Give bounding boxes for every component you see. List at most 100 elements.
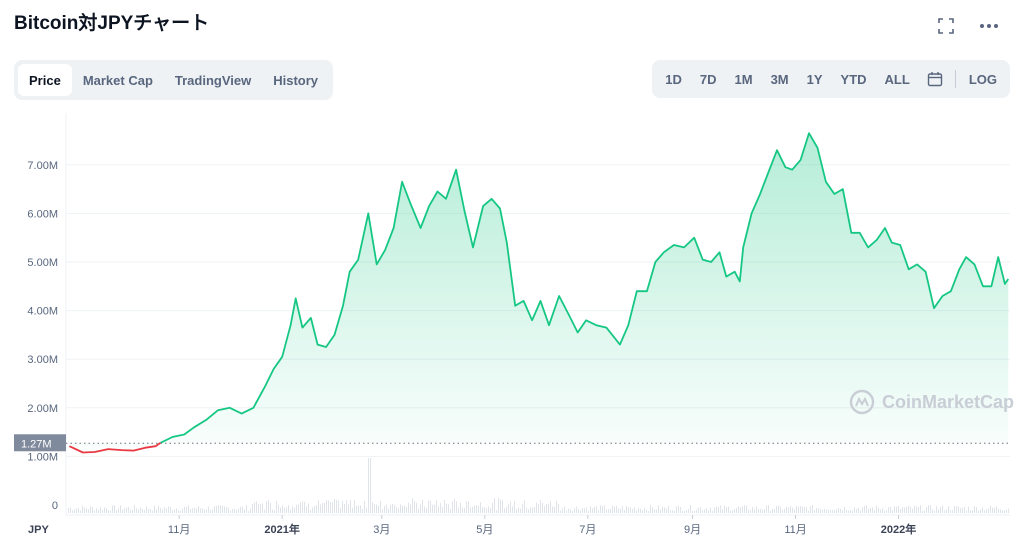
fullscreen-icon[interactable] [934, 14, 958, 38]
volume-bar [596, 506, 597, 513]
tab-market-cap[interactable]: Market Cap [82, 72, 153, 88]
volume-bar [484, 507, 485, 513]
volume-bar [762, 509, 763, 513]
range-3m[interactable]: 3M [770, 71, 789, 87]
more-icon[interactable] [977, 14, 1001, 38]
volume-bar [848, 510, 849, 513]
volume-bar [982, 507, 983, 513]
volume-bar [264, 509, 265, 513]
volume-bar [600, 505, 601, 513]
tab-price[interactable]: Price [18, 64, 72, 96]
volume-bar [660, 509, 661, 513]
volume-bar [550, 501, 551, 513]
volume-bar [612, 505, 613, 513]
volume-bar [940, 507, 941, 513]
volume-bar [430, 500, 431, 513]
volume-bar [172, 510, 173, 513]
volume-bar [152, 510, 153, 513]
volume-bar [146, 506, 147, 513]
range-7d[interactable]: 7D [699, 71, 717, 87]
volume-bar [192, 508, 193, 513]
volume-bar [780, 506, 781, 513]
volume-bar [922, 510, 923, 513]
volume-bar [216, 505, 217, 513]
volume-bar [450, 509, 451, 513]
volume-bar [776, 506, 777, 513]
volume-bar [402, 505, 403, 513]
volume-bar [522, 503, 523, 513]
range-all[interactable]: ALL [884, 71, 910, 87]
volume-bar [642, 510, 643, 513]
volume-bar [812, 505, 813, 513]
volume-bar [810, 506, 811, 513]
volume-bar [174, 509, 175, 513]
volume-bar [668, 505, 669, 513]
price-chart[interactable]: 0 1.00M 2.00M 3.00M 4.00M 5.00M 6.00M 7.00M 1.2… [0, 105, 1024, 539]
volume-bar [284, 507, 285, 513]
volume-bar [222, 505, 223, 513]
y-tick-label: 5.00M [27, 257, 58, 269]
volume-bar [72, 510, 73, 513]
calendar-icon[interactable] [919, 64, 951, 94]
volume-bar [198, 505, 199, 513]
volume-bar [292, 506, 293, 513]
volume-bar [460, 502, 461, 513]
x-axis: 11月 2021年 3月 5月 7月 9月 11月 2022年 [168, 515, 916, 536]
volume-bar [318, 500, 319, 513]
range-1d[interactable]: 1D [665, 71, 682, 87]
volume-bar [296, 504, 297, 513]
volume-bar [320, 504, 321, 513]
tab-tradingview[interactable]: TradingView [174, 72, 252, 88]
volume-bar [720, 505, 721, 513]
volume-bar [474, 505, 475, 513]
volume-bar [558, 503, 559, 513]
volume-bar [258, 503, 259, 513]
volume-bar [480, 502, 481, 513]
volume-bar [894, 506, 895, 513]
volume-bar [220, 505, 221, 513]
volume-bar [340, 507, 341, 513]
volume-bar [470, 507, 471, 513]
volume-bar [876, 505, 877, 513]
volume-bar [510, 501, 511, 513]
volume-bar [644, 507, 645, 513]
volume-bar [452, 501, 453, 513]
range-1m[interactable]: 1M [734, 71, 753, 87]
volume-bar [874, 510, 875, 513]
volume-bar [682, 510, 683, 513]
range-ytd[interactable]: YTD [840, 71, 867, 87]
volume-bar [464, 507, 465, 513]
volume-bar [316, 505, 317, 513]
volume-bar [916, 506, 917, 513]
volume-bar [546, 504, 547, 513]
volume-bar [814, 510, 815, 513]
tab-history[interactable]: History [273, 72, 319, 88]
volume-bar [342, 500, 343, 513]
volume-bar [842, 510, 843, 513]
volume-bar [650, 505, 651, 513]
log-toggle[interactable]: LOG [968, 71, 997, 87]
range-1y[interactable]: 1Y [806, 71, 823, 87]
volume-bar [614, 506, 615, 513]
volume-bar [434, 504, 435, 513]
volume-bar [394, 504, 395, 513]
volume-bar [726, 507, 727, 513]
volume-bar [446, 503, 447, 513]
volume-bar [388, 508, 389, 513]
volume-bar [568, 508, 569, 513]
volume-bar [334, 498, 335, 513]
volume-bar [360, 505, 361, 513]
volume-bar [630, 507, 631, 513]
volume-bar [428, 500, 429, 513]
volume-bar [444, 500, 445, 513]
volume-bar [190, 509, 191, 513]
volume-bar [436, 500, 437, 513]
volume-bar [260, 503, 261, 513]
volume-bar [108, 509, 109, 513]
volume-bar [872, 507, 873, 513]
volume-bar [652, 507, 653, 513]
volume-bar [504, 508, 505, 513]
x-tick-label: 7月 [579, 524, 596, 536]
volume-bar [98, 509, 99, 513]
volume-bar [962, 507, 963, 513]
